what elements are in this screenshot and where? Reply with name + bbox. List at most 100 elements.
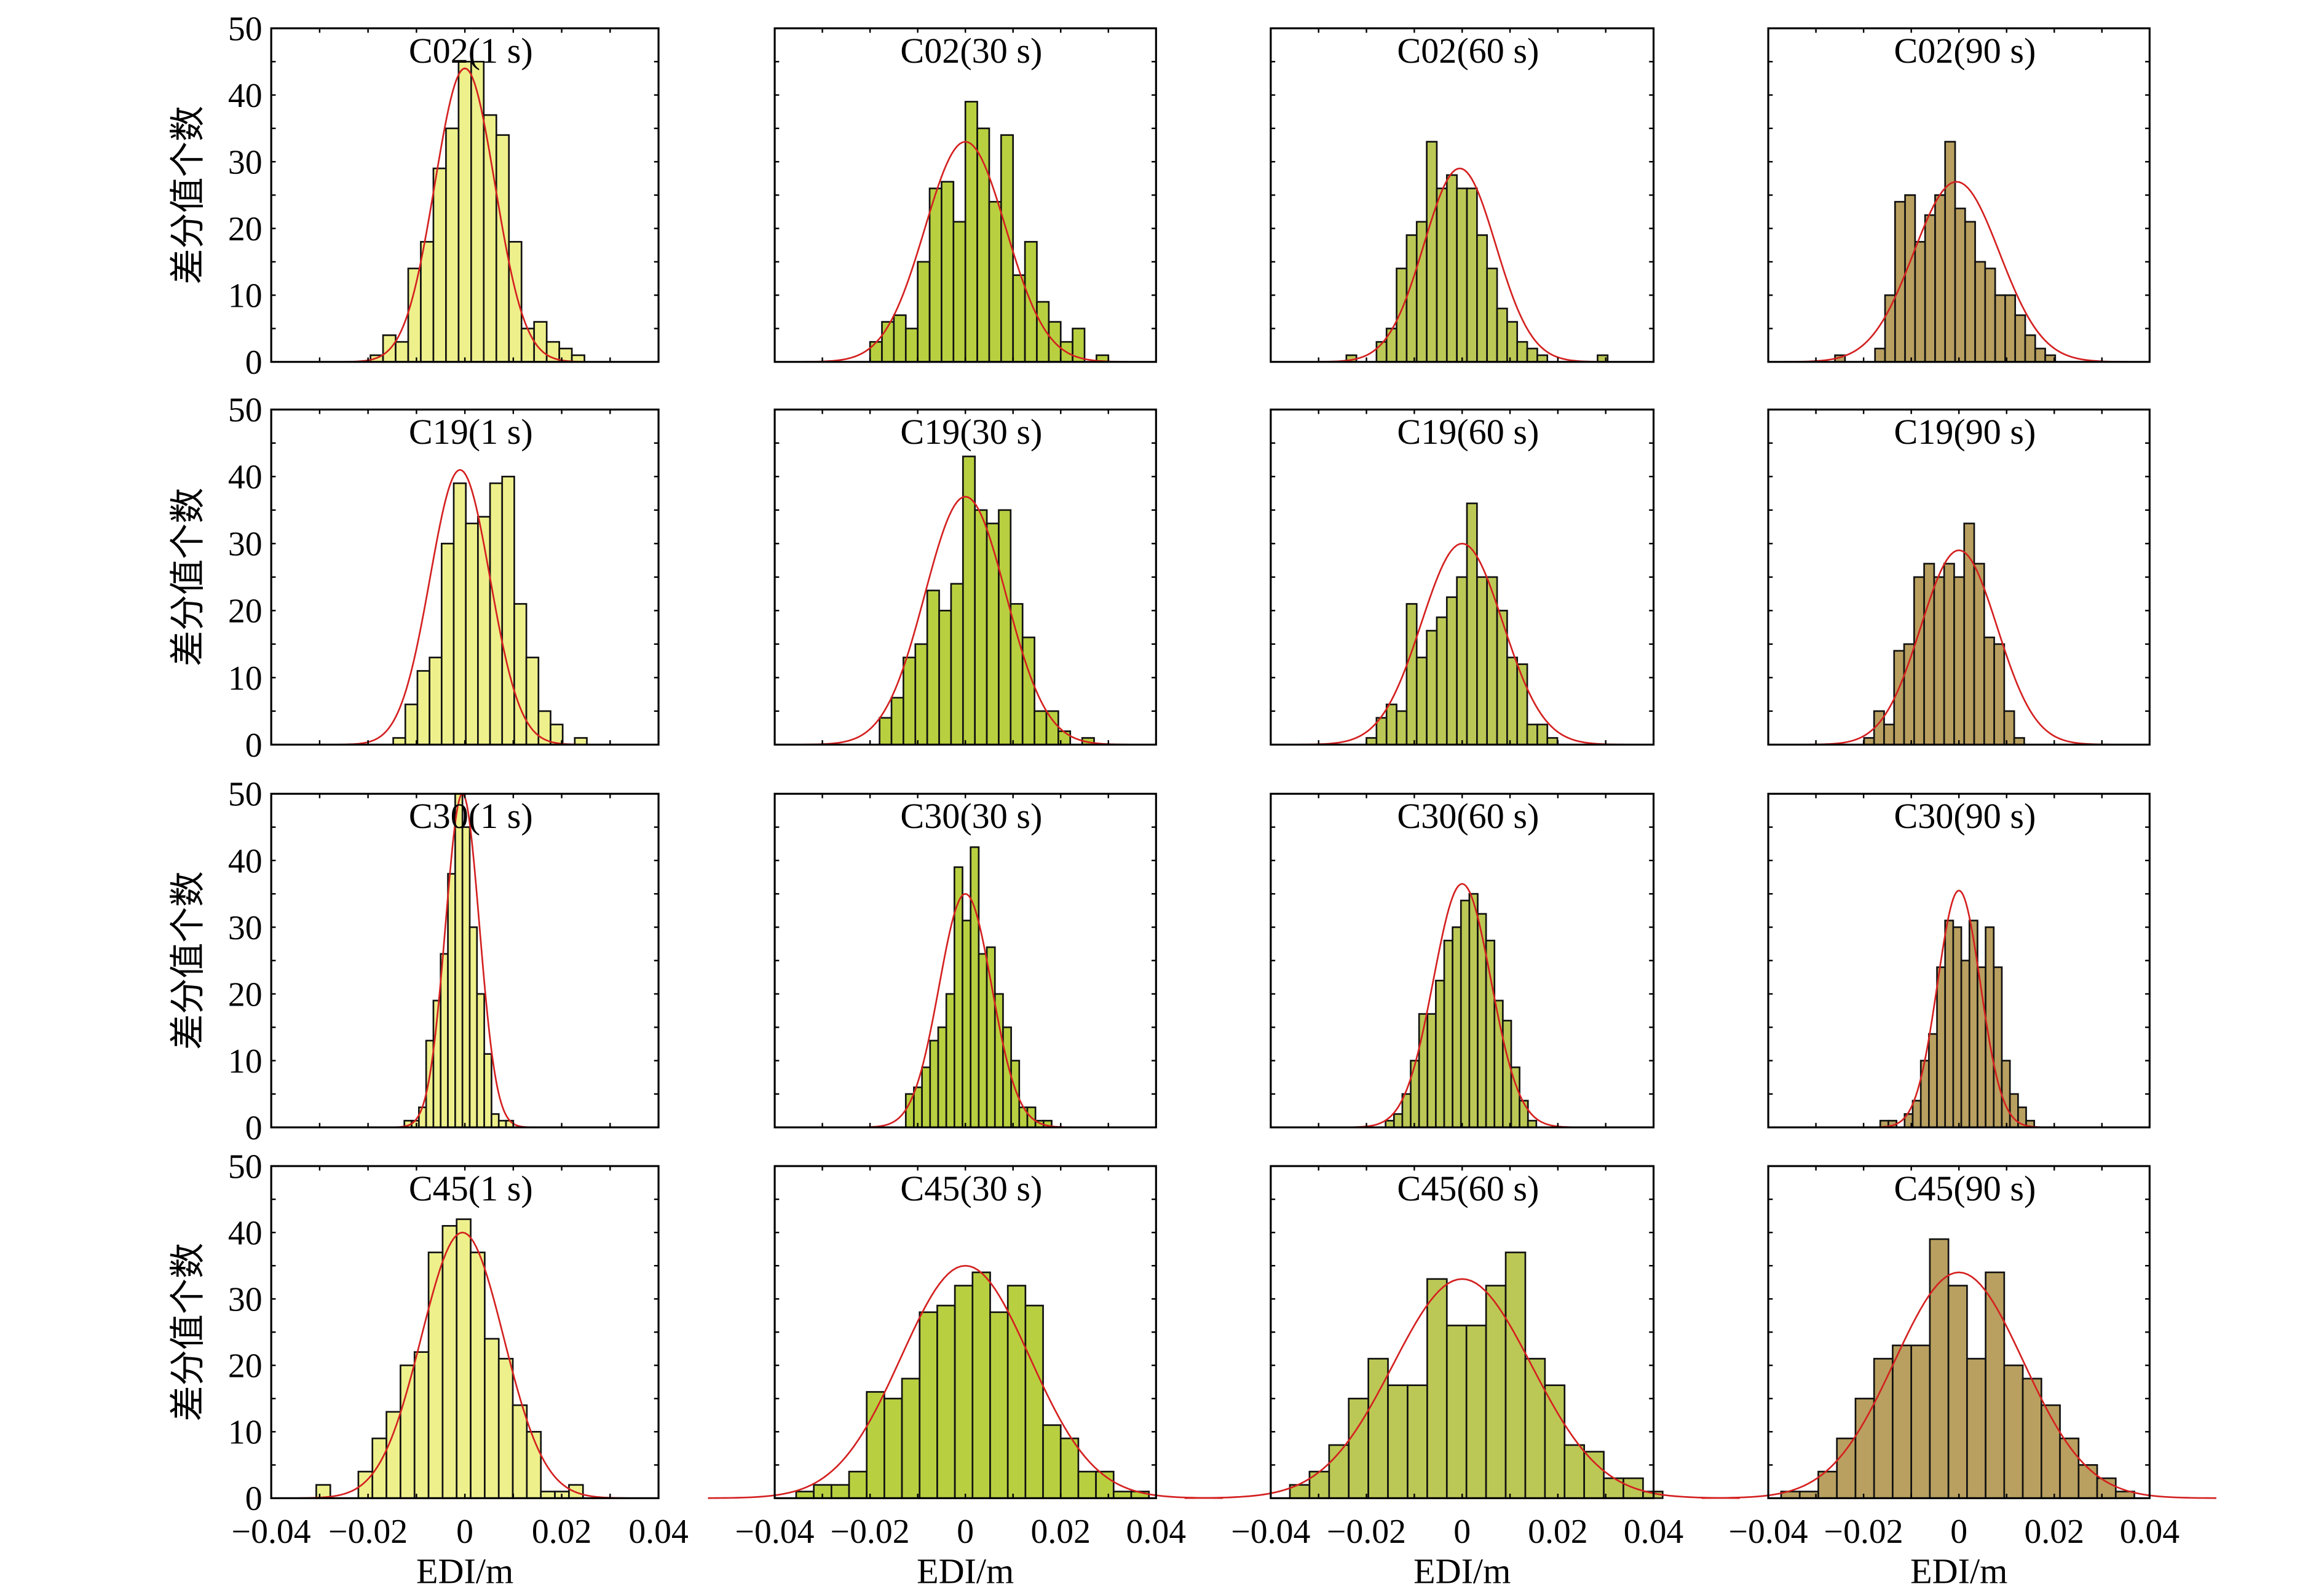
histogram-bar bbox=[457, 60, 472, 363]
histogram-bar bbox=[1024, 1304, 1044, 1499]
histogram-bar bbox=[1112, 1491, 1132, 1499]
y-tick-label: 10 bbox=[228, 660, 263, 698]
histogram-bar bbox=[1873, 1358, 1894, 1499]
histogram-bar bbox=[904, 1093, 915, 1129]
histogram-panel: C19(90 s) bbox=[1767, 408, 2151, 746]
histogram-bar bbox=[1914, 241, 1926, 363]
histogram-bar bbox=[913, 1086, 923, 1129]
histogram-bar bbox=[1934, 194, 1947, 363]
histogram-bar bbox=[1445, 596, 1458, 746]
histogram-panel: C45(90 s) −0.04 −0.02 0 0.02 0.04 EDI/m bbox=[1701, 1165, 2216, 1591]
x-tick-label: 0 bbox=[1950, 1513, 1967, 1551]
histogram-panel: C30(1 s) 0 10 20 30 40 50 差分值个数 bbox=[168, 776, 660, 1147]
histogram-bar bbox=[893, 314, 907, 363]
panel-title: C30(90 s) bbox=[1894, 796, 2036, 836]
histogram-panel: C02(30 s) bbox=[773, 27, 1157, 363]
histogram-bar bbox=[1385, 703, 1397, 746]
histogram-bar bbox=[1526, 723, 1538, 746]
histogram-bar bbox=[513, 603, 528, 746]
histogram-bar bbox=[1396, 267, 1408, 363]
histogram-bar bbox=[1476, 576, 1488, 746]
histogram-bar bbox=[936, 1304, 956, 1499]
panel-title: C30(60 s) bbox=[1397, 796, 1539, 836]
x-tick-label: 0.04 bbox=[1624, 1513, 1684, 1551]
normal-fit-curve bbox=[1299, 542, 1625, 746]
histogram-bar bbox=[1476, 234, 1488, 363]
histogram-bar bbox=[574, 737, 588, 746]
normal-fit-curve bbox=[298, 1231, 627, 1499]
histogram-bar bbox=[1913, 576, 1925, 746]
histogram-bar bbox=[1506, 656, 1519, 746]
histogram-bar bbox=[974, 509, 988, 746]
x-tick-label: 0.04 bbox=[628, 1513, 689, 1551]
histogram-bar bbox=[848, 1470, 868, 1499]
histogram-bar bbox=[416, 670, 430, 746]
histogram-bar bbox=[1527, 1119, 1538, 1129]
histogram-panel: C45(60 s) −0.04 −0.02 0 0.02 0.04 EDI/m bbox=[1184, 1165, 1740, 1591]
histogram-bar bbox=[1021, 636, 1035, 746]
y-tick-label: 0 bbox=[245, 1480, 263, 1518]
histogram-bar bbox=[491, 1113, 500, 1129]
histogram-bar bbox=[1502, 1020, 1512, 1129]
histogram-bar bbox=[1445, 1325, 1468, 1499]
histogram-bar bbox=[1465, 1325, 1487, 1499]
histogram-bar bbox=[429, 656, 443, 746]
histogram-bar bbox=[1012, 274, 1026, 363]
x-axis-label: EDI/m bbox=[416, 1551, 513, 1591]
x-axis-label: EDI/m bbox=[1413, 1551, 1511, 1591]
histogram-bar bbox=[1468, 893, 1479, 1129]
x-tick-label: 0.02 bbox=[2025, 1513, 2085, 1551]
histogram-bar bbox=[1983, 636, 1995, 746]
histogram-bar bbox=[971, 1271, 991, 1499]
normal-fit-curve bbox=[803, 495, 1128, 746]
histogram-bar bbox=[937, 1026, 947, 1129]
histogram-bar bbox=[1966, 1358, 1986, 1499]
normal-fit-curve bbox=[1316, 167, 1603, 363]
y-axis-label: 差分值个数 bbox=[168, 871, 208, 1050]
histogram-panel: C45(1 s) 0 10 20 30 40 50 差分值个数 −0.04 −0.02 0 0.02 0… bbox=[168, 1148, 689, 1591]
panel-title: C19(30 s) bbox=[900, 412, 1042, 452]
histogram-bar bbox=[1456, 576, 1468, 746]
histogram-bar bbox=[1854, 1397, 1875, 1499]
histogram-bar bbox=[440, 542, 455, 746]
histogram-bar bbox=[2041, 1404, 2061, 1499]
y-tick-label: 50 bbox=[228, 1148, 263, 1186]
y-tick-label: 10 bbox=[228, 1042, 263, 1081]
histogram-bar bbox=[1583, 1451, 1605, 1499]
histogram-bar bbox=[1485, 939, 1496, 1129]
histogram-bar bbox=[1984, 267, 1996, 363]
x-tick-label: −0.04 bbox=[232, 1513, 311, 1551]
histogram-bar bbox=[476, 993, 485, 1129]
y-tick-label: 40 bbox=[228, 1215, 263, 1253]
histogram-bar bbox=[1466, 502, 1478, 746]
histogram-bar bbox=[501, 475, 515, 746]
histogram-bar bbox=[1034, 710, 1048, 746]
histogram-bar bbox=[945, 993, 955, 1129]
histogram-bar bbox=[1366, 737, 1378, 746]
histogram-bar bbox=[385, 1411, 401, 1499]
histogram-bar bbox=[904, 328, 919, 363]
histogram-bar bbox=[998, 509, 1012, 746]
histogram-bar bbox=[954, 866, 963, 1129]
histogram-bar bbox=[1452, 926, 1462, 1129]
y-tick-label: 0 bbox=[245, 727, 263, 765]
panel-title: C19(90 s) bbox=[1894, 412, 2036, 452]
panel-title: C02(60 s) bbox=[1397, 31, 1539, 71]
histogram-bar bbox=[2034, 347, 2046, 363]
histogram-bar bbox=[917, 261, 931, 363]
histogram-bar bbox=[890, 696, 904, 746]
y-tick-label: 40 bbox=[228, 77, 263, 115]
histogram-bar bbox=[454, 793, 464, 1129]
histogram-bar bbox=[1526, 347, 1538, 363]
panel-title: C30(30 s) bbox=[900, 796, 1042, 836]
histogram-bar bbox=[1407, 1384, 1428, 1499]
y-tick-label: 50 bbox=[228, 776, 263, 814]
y-tick-label: 0 bbox=[245, 1109, 263, 1147]
histogram-bar bbox=[1993, 966, 2003, 1129]
x-axis-label: EDI/m bbox=[917, 1551, 1014, 1591]
normal-fit-curve bbox=[860, 893, 1070, 1129]
histogram-bar bbox=[1536, 723, 1549, 746]
y-tick-label: 50 bbox=[228, 10, 263, 48]
y-tick-label: 20 bbox=[228, 975, 263, 1014]
histogram-bar bbox=[926, 589, 940, 746]
